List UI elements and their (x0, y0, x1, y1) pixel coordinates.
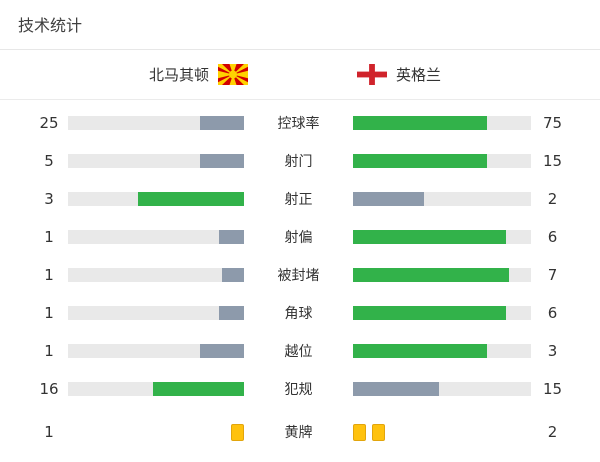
home-team-header: 北马其顿 (0, 64, 300, 85)
home-value: 1 (44, 304, 54, 322)
home-bar-track (68, 268, 244, 282)
away-bar-fill (353, 344, 487, 358)
stat-label: 射门 (284, 154, 313, 170)
home-value: 1 (44, 266, 54, 284)
away-bar (353, 268, 531, 282)
home-bar-fill (200, 344, 244, 358)
away-bar (353, 230, 531, 244)
yellow-card-icon (372, 423, 385, 441)
away-bar (353, 306, 531, 320)
england-flag-icon (357, 64, 387, 85)
stat-row: 25 控球率 75 (0, 104, 600, 142)
away-value: 3 (547, 342, 558, 360)
away-value: 6 (547, 304, 558, 322)
home-bar-fill (200, 116, 244, 130)
home-bar-fill (222, 268, 244, 282)
away-bar-fill (353, 268, 509, 282)
home-bar (68, 306, 244, 320)
away-bar (353, 344, 531, 358)
stat-row: 1 被封堵 7 (0, 256, 600, 294)
home-bar (68, 154, 244, 168)
away-bar-fill (353, 192, 425, 206)
home-team-name: 北马其顿 (148, 66, 209, 84)
away-value: 75 (542, 114, 563, 132)
stat-row: 1 越位 3 (0, 332, 600, 370)
away-value: 15 (542, 152, 563, 170)
stat-label: 黄牌 (284, 425, 313, 441)
home-bar (68, 344, 244, 358)
away-team-name: 英格兰 (396, 66, 442, 84)
away-bar (353, 192, 531, 206)
home-bar-fill (218, 230, 244, 244)
stat-label: 射正 (284, 192, 313, 208)
away-bar-fill (353, 116, 487, 130)
stat-label: 控球率 (277, 116, 320, 132)
yellow-card-icon (231, 423, 244, 441)
stat-row: 1 角球 6 (0, 294, 600, 332)
stat-row: 16 犯规 15 (0, 370, 600, 408)
home-bar-fill (200, 154, 244, 168)
home-bar (68, 116, 244, 130)
home-bar-track (68, 306, 244, 320)
away-bar-fill (353, 306, 506, 320)
home-value: 5 (44, 152, 54, 170)
home-bar-track (68, 230, 244, 244)
stat-label: 射偏 (284, 230, 313, 246)
home-bar-fill (153, 382, 244, 396)
north-macedonia-flag-icon (218, 64, 248, 85)
away-value: 15 (542, 380, 563, 398)
home-yellow-cards (68, 423, 244, 441)
home-bar-fill (138, 192, 244, 206)
home-bar (68, 382, 244, 396)
away-bar-fill (353, 230, 506, 244)
home-value: 16 (39, 380, 59, 398)
away-bar (353, 154, 531, 168)
home-value: 25 (39, 114, 59, 132)
stat-row: 1 黄牌 2 (0, 410, 600, 454)
stat-label: 犯规 (284, 382, 313, 398)
stat-row: 1 射偏 6 (0, 218, 600, 256)
home-bar (68, 230, 244, 244)
away-value: 6 (547, 228, 558, 246)
away-team-header: 英格兰 (300, 64, 600, 85)
away-bar (353, 382, 531, 396)
stat-row: 3 射正 2 (0, 180, 600, 218)
home-bar (68, 192, 244, 206)
yellow-card-icon (353, 423, 366, 441)
stat-label: 被封堵 (277, 268, 320, 284)
away-value: 2 (547, 423, 558, 441)
home-value: 1 (44, 228, 54, 246)
home-value: 1 (44, 423, 54, 441)
away-yellow-cards (353, 423, 531, 441)
stat-label: 越位 (284, 344, 313, 360)
stats-list: 25 控球率 75 5 射门 15 3 射正 2 1 射偏 6 1 被封堵 7 1 角球 6 1 越位 3 16 犯规 15 1… (0, 100, 600, 454)
stat-row: 5 射门 15 (0, 142, 600, 180)
away-bar-fill (353, 382, 440, 396)
page-title: 技术统计 (0, 0, 600, 50)
away-bar (353, 116, 531, 130)
home-value: 3 (44, 190, 54, 208)
away-value: 7 (547, 266, 558, 284)
away-value: 2 (547, 190, 558, 208)
home-bar-fill (218, 306, 244, 320)
teams-header: 北马其顿 英格兰 (0, 50, 600, 100)
away-bar-fill (353, 154, 487, 168)
stat-label: 角球 (284, 306, 313, 322)
home-value: 1 (44, 342, 54, 360)
home-bar (68, 268, 244, 282)
